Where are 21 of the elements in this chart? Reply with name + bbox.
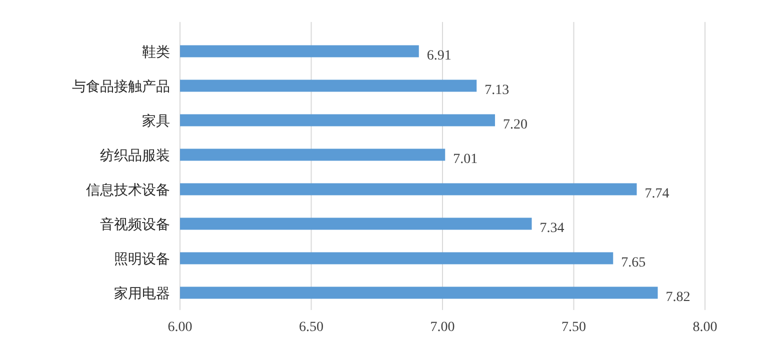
x-tick-label: 8.00: [692, 320, 718, 335]
data-label: 6.91: [426, 48, 452, 64]
x-tick-label: 7.50: [562, 320, 586, 335]
y-tick-label: 音视频设备: [100, 216, 170, 233]
data-label: 7.82: [666, 290, 690, 305]
y-tick-label: 照明设备: [114, 251, 170, 268]
y-tick-label: 纺织品服装: [100, 148, 170, 164]
x-tick-label: 7.00: [430, 320, 455, 335]
x-tick-label: 6.00: [168, 320, 192, 335]
data-label: 7.20: [503, 117, 528, 132]
y-tick-label: 信息技术设备: [86, 182, 170, 198]
y-tick-label: 家用电器: [114, 286, 170, 302]
x-tick-label: 6.50: [299, 320, 324, 335]
data-label: 7.01: [453, 152, 478, 167]
y-tick-label: 家具: [142, 113, 170, 130]
data-label: 7.74: [644, 186, 670, 202]
data-label: 7.65: [621, 255, 646, 270]
y-tick-label: 鞋类: [142, 44, 170, 60]
y-tick-label: 与食品接触产品: [72, 78, 170, 95]
data-label: 7.13: [484, 82, 510, 98]
data-label: 7.34: [540, 220, 564, 236]
